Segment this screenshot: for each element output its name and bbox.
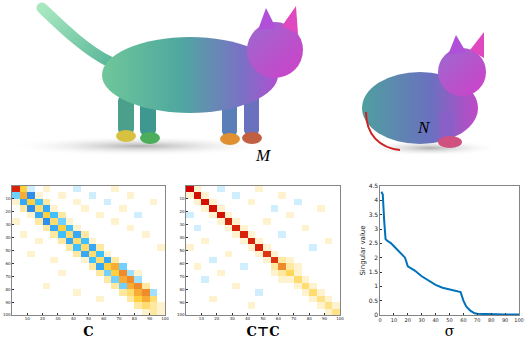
svg-text:C⊤C: C⊤C <box>246 324 279 339</box>
svg-text:100: 100 <box>161 316 169 321</box>
svg-text:80: 80 <box>132 316 138 321</box>
svg-text:C: C <box>83 324 93 339</box>
svg-text:4.5: 4.5 <box>369 182 379 189</box>
svg-text:60: 60 <box>276 316 282 321</box>
svg-text:60: 60 <box>6 261 12 266</box>
svg-text:0: 0 <box>378 317 381 323</box>
svg-text:0.5: 0.5 <box>369 297 379 304</box>
svg-text:90: 90 <box>322 316 328 321</box>
svg-text:2: 2 <box>374 254 378 261</box>
svg-text:50: 50 <box>260 316 266 321</box>
svg-text:50: 50 <box>180 248 186 253</box>
svg-text:90: 90 <box>147 316 153 321</box>
svg-text:20: 20 <box>405 317 411 323</box>
svg-text:30: 30 <box>419 317 425 323</box>
svg-text:20: 20 <box>214 316 220 321</box>
svg-text:90: 90 <box>502 317 508 323</box>
svg-text:70: 70 <box>180 274 186 279</box>
svg-text:100: 100 <box>336 316 344 321</box>
svg-text:70: 70 <box>291 316 297 321</box>
svg-text:80: 80 <box>180 287 186 292</box>
svg-text:10: 10 <box>391 317 397 323</box>
svg-text:30: 30 <box>230 316 236 321</box>
svg-text:4: 4 <box>374 196 378 203</box>
svg-text:20: 20 <box>180 209 186 214</box>
svg-text:40: 40 <box>71 316 77 321</box>
svg-text:30: 30 <box>180 222 186 227</box>
svg-text:80: 80 <box>488 317 494 323</box>
svg-text:80: 80 <box>307 316 313 321</box>
svg-text:100: 100 <box>177 312 185 317</box>
svg-text:50: 50 <box>6 248 12 253</box>
svg-text:2.5: 2.5 <box>369 239 379 246</box>
svg-text:60: 60 <box>101 316 107 321</box>
svg-text:σ: σ <box>445 323 455 339</box>
svg-text:40: 40 <box>6 235 12 240</box>
svg-text:0: 0 <box>374 311 378 318</box>
svg-text:60: 60 <box>460 317 466 323</box>
svg-text:10: 10 <box>6 196 12 201</box>
svg-text:40: 40 <box>245 316 251 321</box>
svg-text:20: 20 <box>6 209 12 214</box>
svg-text:30: 30 <box>6 222 12 227</box>
svg-text:10: 10 <box>199 316 205 321</box>
svg-text:Singular value: Singular value <box>359 225 367 275</box>
svg-text:30: 30 <box>55 316 61 321</box>
svg-text:50: 50 <box>86 316 92 321</box>
svg-text:50: 50 <box>446 317 452 323</box>
svg-text:70: 70 <box>474 317 480 323</box>
html-text:M: M <box>256 146 271 165</box>
svg-text:10: 10 <box>180 196 186 201</box>
svg-text:100: 100 <box>514 317 524 323</box>
svg-text:80: 80 <box>6 287 12 292</box>
svg-text:20: 20 <box>40 316 46 321</box>
svg-text:1.5: 1.5 <box>369 268 379 275</box>
svg-text:10: 10 <box>25 316 31 321</box>
svg-text:40: 40 <box>432 317 438 323</box>
svg-text:40: 40 <box>180 235 186 240</box>
svg-text:90: 90 <box>180 300 186 305</box>
svg-text:3.5: 3.5 <box>369 211 379 218</box>
svg-text:60: 60 <box>180 261 186 266</box>
svg-text:3: 3 <box>374 225 378 232</box>
svg-text:100: 100 <box>3 312 11 317</box>
svg-text:70: 70 <box>117 316 123 321</box>
svg-text:70: 70 <box>6 274 12 279</box>
svg-text:90: 90 <box>6 300 12 305</box>
svg-text:1: 1 <box>374 282 378 289</box>
html-text:N: N <box>418 118 430 137</box>
